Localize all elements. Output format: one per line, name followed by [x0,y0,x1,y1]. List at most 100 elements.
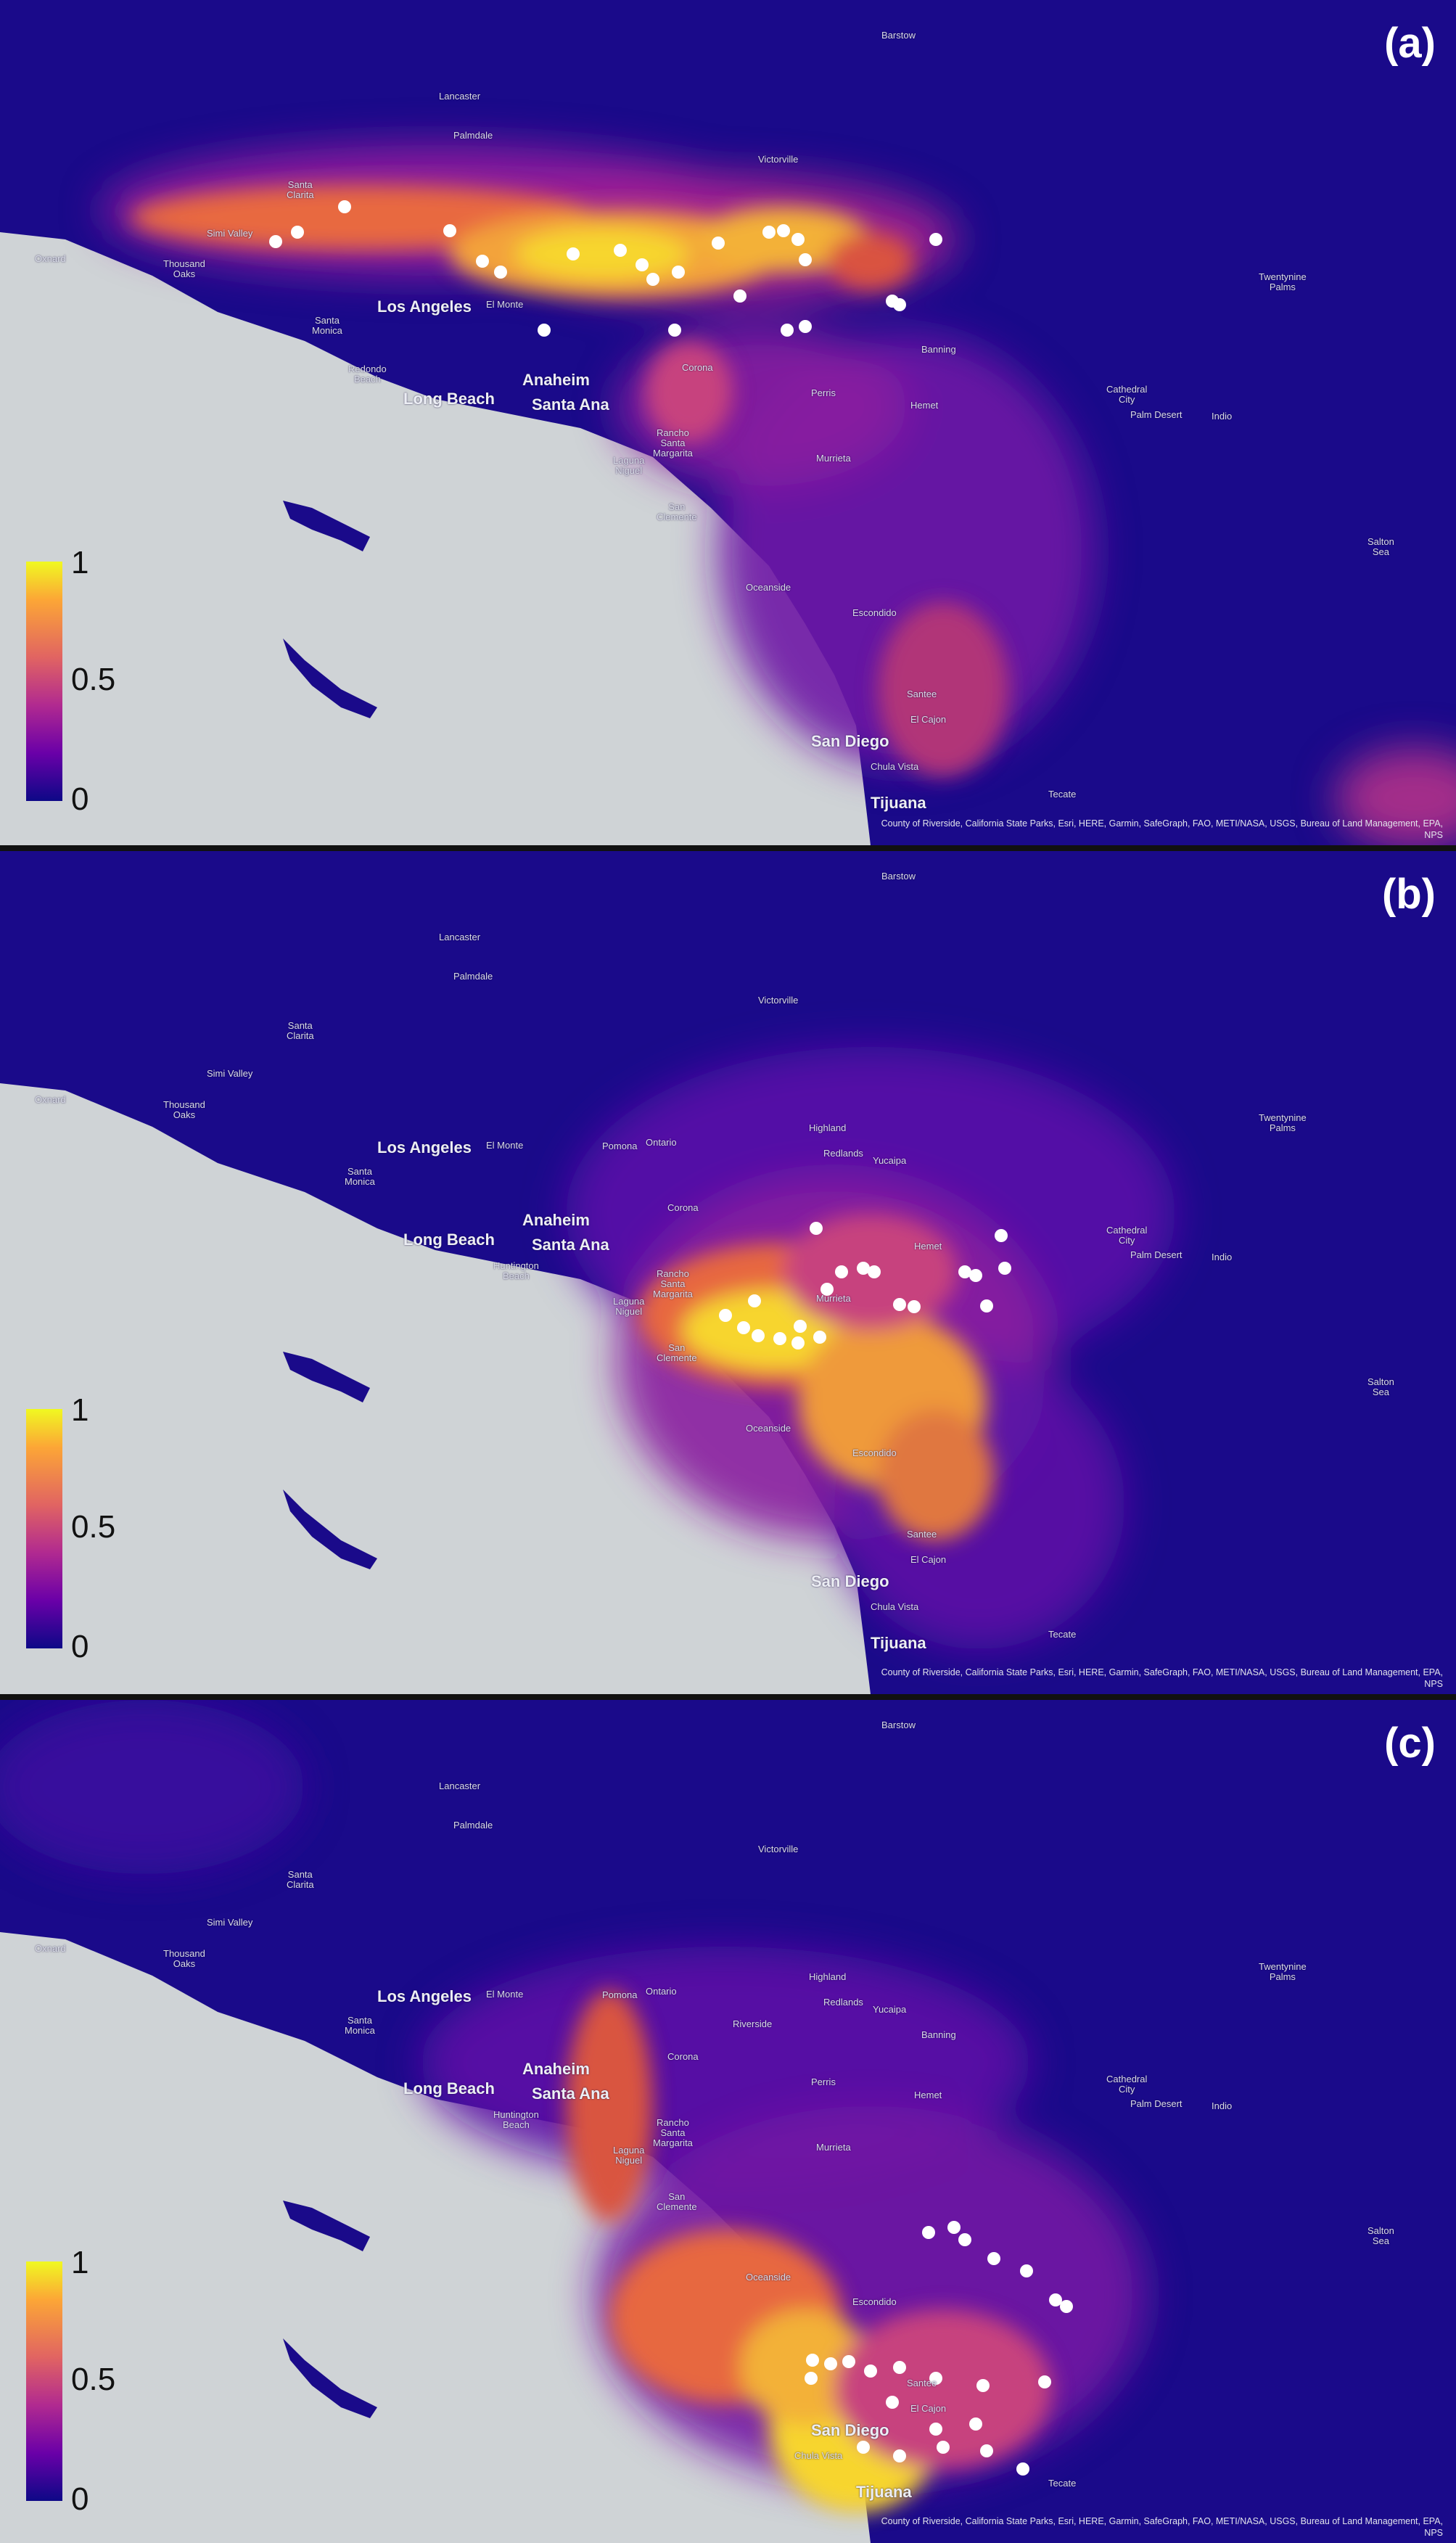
place-label: Oxnard [35,1943,66,1954]
legend-mid: 0.5 [71,2362,116,2397]
place-label-major: Santa Ana [532,1236,609,1254]
place-label: Palm Desert [1130,409,1183,420]
place-label: San Clemente [657,501,697,522]
place-label: Palmdale [453,1820,493,1831]
place-label: Yucaipa [873,1155,907,1166]
place-label: El Cajon [910,714,947,725]
place-label: Ontario [646,1986,677,1997]
map-panel-a: Barstow Lancaster Palmdale Victorville S… [0,0,1456,845]
place-label-major: Anaheim [522,2060,590,2078]
place-label: Salton Sea [1367,2225,1394,2246]
map-panel-c: Barstow Lancaster Palmdale Victorville S… [0,1700,1456,2543]
place-label: El Cajon [910,1554,947,1565]
place-label: Twentynine Palms [1259,271,1307,292]
place-label: Santa Clarita [287,179,314,200]
place-label-major: Santa Ana [532,395,609,414]
place-label-major: Anaheim [522,371,590,389]
place-label: Corona [667,1202,699,1213]
place-label: Rancho Santa Margarita [653,1268,693,1299]
place-label: Santa Monica [345,1166,375,1187]
channel-island [283,501,370,551]
place-label: Laguna Niguel [613,2145,645,2166]
place-label: Corona [682,362,713,373]
place-label-major: Santa Ana [532,2084,609,2103]
place-label: Victorville [758,154,799,165]
map-attribution: County of Riverside, California State Pa… [881,1667,1443,1689]
place-label: Yucaipa [873,2004,907,2015]
place-label-major: San Diego [811,2421,889,2439]
place-label: Chula Vista [871,761,919,772]
place-label: Oceanside [746,582,791,593]
color-scale-bar [26,562,62,801]
place-label: Highland [809,1122,847,1133]
place-label: Santa Monica [345,2015,375,2036]
place-label-major: Tijuana [856,2483,912,2501]
legend-max: 1 [71,545,89,580]
place-label: Rancho Santa Margarita [653,427,693,459]
legend-mid: 0.5 [71,662,116,697]
place-label: Santa Clarita [287,1020,314,1041]
place-label: Oxnard [35,253,66,264]
place-label: Cathedral City [1106,2074,1148,2095]
place-label: Banning [921,344,956,355]
place-label: El Monte [486,1140,524,1151]
place-label: Escondido [852,1447,897,1458]
place-label: Thousand Oaks [163,1948,205,1969]
ocean-area [0,1083,871,1694]
place-label: Santee [907,689,937,699]
place-label: Cathedral City [1106,1225,1148,1246]
place-label: Palmdale [453,130,493,141]
place-label: Laguna Niguel [613,455,645,476]
place-label: El Monte [486,299,524,310]
place-label: El Cajon [910,2403,947,2414]
observation-points [805,2221,1073,2476]
place-label: Oceanside [746,1423,791,1434]
channel-island [283,2338,377,2418]
place-label: San Clemente [657,1342,697,1363]
place-label: Oceanside [746,2272,791,2283]
place-label: Murrieta [816,1293,851,1304]
color-scale-bar [26,1409,62,1648]
color-legend: 1 0.5 0 [26,2247,128,2517]
place-label: Santa Clarita [287,1869,314,1890]
place-label: Simi Valley [207,1068,253,1079]
place-label: Santee [907,1529,937,1540]
color-scale-bar [26,2261,62,2501]
place-label: Indio [1212,411,1233,422]
place-label: Palmdale [453,971,493,982]
place-label-major: Los Angeles [377,1987,472,2005]
color-legend: 1 0.5 0 [26,547,128,817]
place-label: Victorville [758,995,799,1006]
suitability-map-a [0,0,1456,845]
place-label: Pomona [602,1141,638,1151]
legend-max: 1 [71,2245,89,2280]
place-label: Tecate [1048,2478,1077,2489]
place-label: Hemet [914,1241,942,1252]
place-label-major: Tijuana [871,1634,926,1652]
map-attribution: County of Riverside, California State Pa… [881,2516,1443,2538]
place-label: Riverside [733,2018,773,2029]
place-label: El Monte [486,1989,524,2000]
place-label: Chula Vista [871,1601,919,1612]
channel-island [283,1352,370,1402]
legend-min: 0 [71,2481,89,2517]
place-label-major: Los Angeles [377,1138,472,1157]
place-label-major: Los Angeles [377,297,472,316]
place-label: Huntington Beach [493,1260,539,1281]
place-label: Lancaster [439,932,481,942]
place-label: Palm Desert [1130,2098,1183,2109]
place-label: Simi Valley [207,1917,253,1928]
place-label: Rancho Santa Margarita [653,2117,693,2148]
map-panel-b: Barstow Lancaster Palmdale Victorville S… [0,851,1456,1694]
color-legend: 1 0.5 0 [26,1394,128,1663]
legend-min: 0 [71,781,89,817]
suitability-map-c [0,1700,1456,2543]
place-label: Salton Sea [1367,1376,1394,1397]
observation-points [719,1222,1011,1349]
place-label: Redlands [823,1997,863,2008]
panel-divider [0,845,1456,851]
place-label: Palm Desert [1130,1249,1183,1260]
place-label: Perris [811,387,836,398]
place-label: Chula Vista [794,2450,843,2461]
place-label: Banning [921,2029,956,2040]
